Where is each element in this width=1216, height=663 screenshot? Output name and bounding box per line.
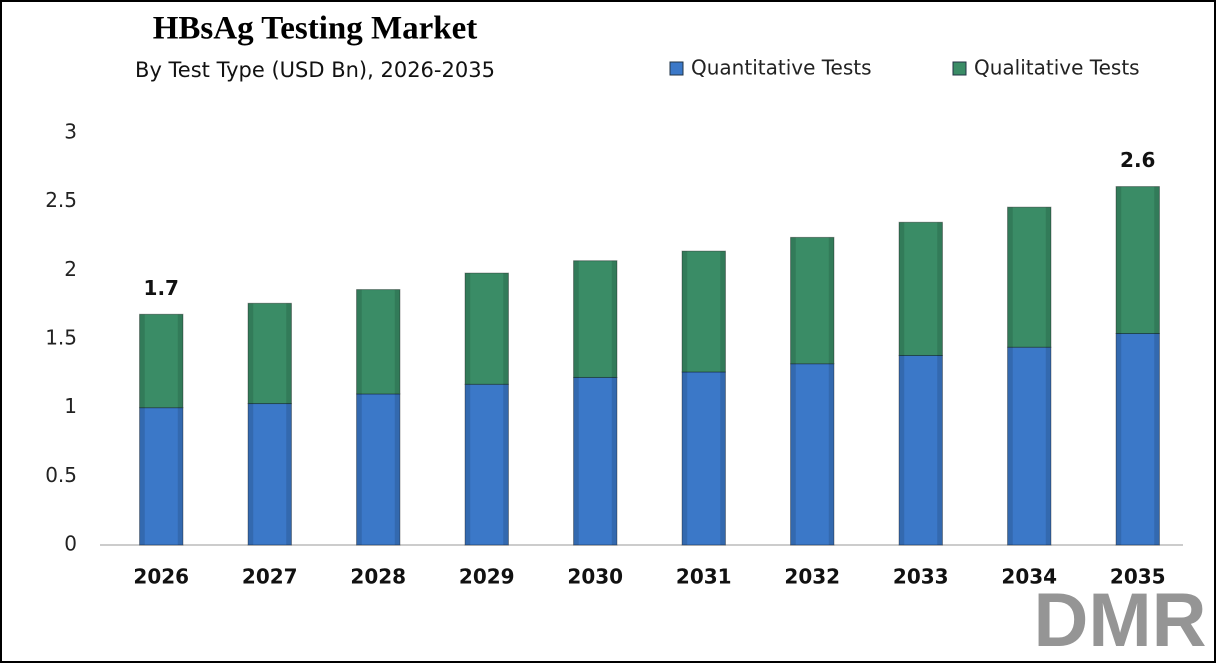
bar-segment — [573, 376, 618, 546]
bar-shade — [465, 273, 471, 385]
bar-shade — [611, 377, 617, 545]
y-tick-label: 1 — [64, 394, 77, 418]
y-tick-label: 0 — [64, 532, 77, 556]
bar-shade — [139, 314, 145, 408]
bar-shade — [1116, 186, 1122, 334]
bar-shade — [682, 371, 688, 545]
x-tick-label: 2035 — [1110, 565, 1166, 589]
bar-segment — [898, 221, 943, 356]
bar-shade — [828, 237, 834, 364]
bar-segment — [1007, 346, 1052, 546]
y-tick-label: 2 — [64, 257, 77, 281]
x-tick-label: 2027 — [242, 565, 298, 589]
bar-shade — [937, 355, 943, 545]
total-label: 2.6 — [1120, 148, 1155, 172]
bar-shade — [573, 377, 579, 545]
bar-shade — [899, 355, 905, 545]
bar-shade — [503, 273, 509, 385]
bar-segment — [681, 371, 726, 546]
bar-shade — [248, 403, 254, 545]
bar-shade — [790, 363, 796, 545]
bar-shade — [356, 289, 362, 394]
total-label: 1.7 — [144, 276, 179, 300]
bar-shade — [720, 251, 726, 372]
bar-segment — [247, 403, 292, 546]
bar-segment — [790, 236, 835, 365]
bar-shade — [139, 407, 145, 545]
bar-shade — [248, 303, 254, 404]
bar-shade — [1154, 333, 1160, 545]
bar-shade — [1007, 207, 1013, 348]
bar-shade — [177, 314, 183, 408]
bar-segment — [681, 250, 726, 373]
legend-label: Qualitative Tests — [974, 56, 1140, 80]
bar-shade — [1154, 186, 1160, 334]
bar-segment — [464, 272, 509, 385]
bar-shade — [1045, 347, 1051, 545]
bar-segment — [356, 393, 401, 546]
bar-shade — [177, 407, 183, 545]
x-tick-label: 2031 — [676, 565, 732, 589]
x-tick-label: 2034 — [1001, 565, 1057, 589]
x-tick-label: 2026 — [133, 565, 189, 589]
bar-shade — [394, 289, 400, 394]
bar-segment — [464, 383, 509, 546]
bar-segment — [573, 260, 618, 378]
bar-segment — [1115, 333, 1160, 546]
bar-shade — [1116, 333, 1122, 545]
y-tick-label: 1.5 — [45, 326, 77, 350]
x-tick-label: 2028 — [350, 565, 406, 589]
bar-shade — [503, 384, 509, 545]
bar-segment — [790, 363, 835, 546]
legend-label: Quantitative Tests — [691, 56, 872, 80]
bar-shade — [720, 371, 726, 545]
bar-shade — [465, 384, 471, 545]
bar-shade — [937, 222, 943, 356]
bar-shade — [286, 403, 292, 545]
bar-shade — [682, 251, 688, 372]
bar-segment — [139, 313, 184, 409]
x-tick-label: 2029 — [459, 565, 515, 589]
chart-title: HBsAg Testing Market — [153, 11, 478, 47]
x-tick-label: 2030 — [567, 565, 623, 589]
bar-shade — [286, 303, 292, 404]
x-tick-label: 2033 — [893, 565, 949, 589]
bar-shade — [899, 222, 905, 356]
bar-shade — [828, 363, 834, 545]
x-tick-label: 2032 — [784, 565, 840, 589]
y-tick-label: 2.5 — [45, 188, 77, 212]
bar-segment — [1115, 186, 1160, 335]
bar-shade — [790, 237, 796, 364]
bar-shade — [1045, 207, 1051, 348]
legend-swatch — [952, 61, 967, 76]
bar-segment — [1007, 206, 1052, 348]
y-tick-label: 0.5 — [45, 463, 77, 487]
bar-shade — [394, 393, 400, 545]
bar-segment — [898, 354, 943, 546]
bar-shade — [611, 260, 617, 378]
bar-shade — [1007, 347, 1013, 545]
legend-swatch — [669, 61, 684, 76]
bar-shade — [573, 260, 579, 378]
bar-shade — [356, 393, 362, 545]
chart-subtitle: By Test Type (USD Bn), 2026-2035 — [135, 58, 495, 82]
bar-segment — [247, 302, 292, 405]
bar-segment — [356, 289, 401, 395]
logo: DMR — [1033, 578, 1206, 663]
bar-segment — [139, 407, 184, 546]
y-tick-label: 3 — [64, 120, 77, 144]
